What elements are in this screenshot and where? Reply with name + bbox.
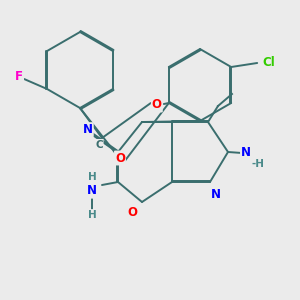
- Text: F: F: [15, 70, 23, 83]
- Text: O: O: [115, 152, 125, 164]
- Text: H: H: [88, 172, 96, 182]
- Text: N: N: [241, 146, 251, 158]
- Text: O: O: [152, 98, 162, 112]
- Text: C: C: [95, 140, 103, 150]
- Text: O: O: [127, 206, 137, 218]
- Text: -H: -H: [251, 159, 265, 169]
- Text: H: H: [88, 210, 96, 220]
- Text: N: N: [211, 188, 221, 200]
- Text: N: N: [87, 184, 97, 197]
- Text: Cl: Cl: [263, 56, 276, 68]
- Text: N: N: [83, 123, 93, 136]
